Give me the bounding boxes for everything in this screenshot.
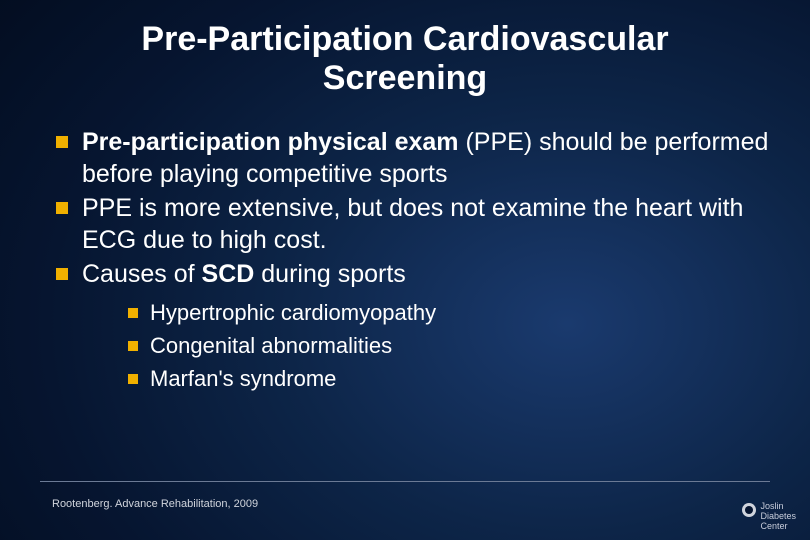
sub-bullet-item: Marfan's syndrome xyxy=(122,364,770,395)
slide-container: Pre-Participation Cardiovascular Screeni… xyxy=(0,0,810,540)
sub-bullet-item: Congenital abnormalities xyxy=(122,331,770,362)
footer-divider xyxy=(40,481,770,482)
logo-text: Joslin Diabetes Center xyxy=(760,502,796,532)
sub-bullet-text: Marfan's syndrome xyxy=(150,366,336,391)
bullet-text: during sports xyxy=(254,260,405,288)
bullet-text-bold: Pre-participation physical exam xyxy=(82,128,459,156)
bullet-item: Pre-participation physical exam (PPE) sh… xyxy=(48,126,770,190)
bullet-text: Causes of xyxy=(82,260,202,288)
bullet-text: PPE is more extensive, but does not exam… xyxy=(82,194,743,254)
bullet-item: Causes of SCD during sports Hypertrophic… xyxy=(48,258,770,394)
logo-icon xyxy=(742,503,756,517)
bullet-text-bold: SCD xyxy=(202,260,255,288)
citation-text: Rootenberg. Advance Rehabilitation, 2009 xyxy=(52,498,258,510)
sub-bullet-text: Hypertrophic cardiomyopathy xyxy=(150,300,436,325)
bullet-item: PPE is more extensive, but does not exam… xyxy=(48,192,770,256)
slide-title: Pre-Participation Cardiovascular Screeni… xyxy=(40,20,770,98)
slide-content: Pre-participation physical exam (PPE) sh… xyxy=(40,126,770,540)
logo-line: Center xyxy=(760,522,796,532)
sub-bullet-list: Hypertrophic cardiomyopathy Congenital a… xyxy=(82,298,770,394)
sub-bullet-item: Hypertrophic cardiomyopathy xyxy=(122,298,770,329)
sub-bullet-text: Congenital abnormalities xyxy=(150,333,392,358)
logo-block: Joslin Diabetes Center xyxy=(742,502,796,532)
main-bullet-list: Pre-participation physical exam (PPE) sh… xyxy=(40,126,770,394)
